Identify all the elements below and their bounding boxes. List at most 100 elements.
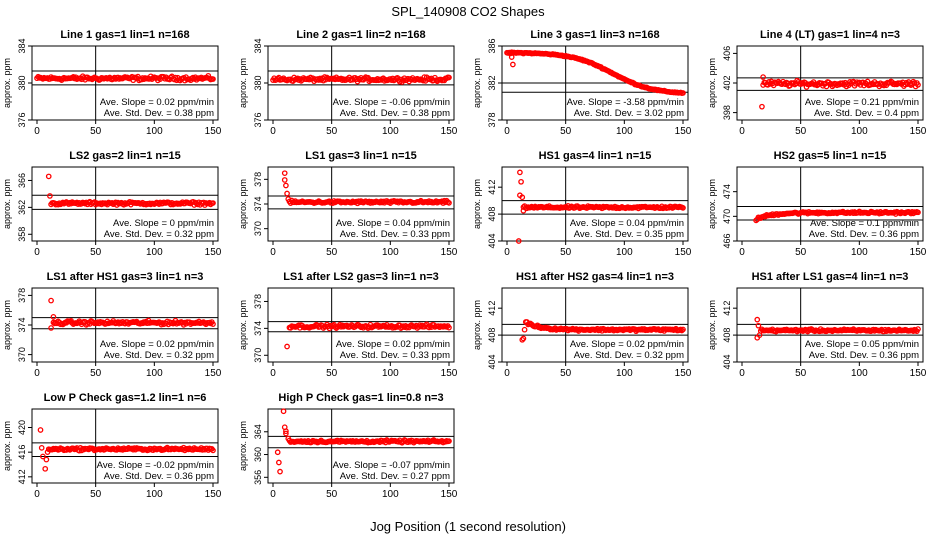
data-point bbox=[680, 90, 686, 96]
y-tick-label: 408 bbox=[487, 328, 497, 343]
x-tick-label: 150 bbox=[910, 368, 927, 379]
data-point bbox=[44, 449, 51, 456]
x-tick-label: 0 bbox=[270, 489, 276, 500]
data-point bbox=[210, 200, 216, 206]
y-axis-label: approx. ppm bbox=[472, 300, 482, 350]
x-tick-label: 50 bbox=[326, 489, 338, 500]
panel-title: Line 3 gas=1 lin=3 n=168 bbox=[530, 29, 659, 41]
y-tick-label: 408 bbox=[722, 328, 732, 343]
data-point bbox=[381, 78, 388, 84]
data-point bbox=[756, 332, 763, 338]
data-point bbox=[517, 169, 523, 176]
slope-annotation: Ave. Slope = 0.04 ppm/min bbox=[336, 218, 450, 229]
x-tick-label: 100 bbox=[616, 247, 633, 258]
slope-annotation: Ave. Slope = 0.02 ppm/min bbox=[100, 97, 214, 108]
data-point bbox=[519, 194, 526, 201]
std-annotation: Ave. Std. Dev. = 0.33 ppm bbox=[340, 229, 450, 240]
data-point bbox=[48, 297, 54, 304]
y-tick-label: 412 bbox=[487, 301, 497, 316]
y-tick-label: 380 bbox=[253, 75, 263, 90]
y-axis-label: approx. ppm bbox=[707, 179, 717, 229]
y-axis-label: approx. ppm bbox=[707, 300, 717, 350]
panel-title: Line 1 gas=1 lin=1 n=168 bbox=[60, 29, 189, 41]
y-axis-label: approx. ppm bbox=[2, 179, 12, 229]
y-tick-label: 378 bbox=[487, 112, 497, 127]
data-point bbox=[520, 207, 527, 214]
chart-panel-13: Low P Check gas=1.2 lin=1 n=6 412 416 420 0 5… bbox=[2, 392, 222, 500]
data-point bbox=[332, 324, 339, 330]
y-tick-label: 384 bbox=[253, 38, 263, 53]
slope-annotation: Ave. Slope = -0.07 ppm/min bbox=[333, 460, 450, 471]
y-tick-label: 376 bbox=[17, 112, 27, 127]
x-tick-label: 50 bbox=[560, 126, 572, 137]
data-point bbox=[520, 335, 527, 342]
x-tick-label: 0 bbox=[739, 368, 745, 379]
y-tick-label: 398 bbox=[722, 105, 732, 120]
panel-title: LS2 gas=2 lin=1 n=15 bbox=[69, 150, 181, 162]
x-tick-label: 0 bbox=[270, 368, 276, 379]
x-tick-label: 0 bbox=[34, 489, 40, 500]
y-axis-label: approx. ppm bbox=[472, 58, 482, 108]
data-point bbox=[48, 325, 54, 331]
x-tick-label: 50 bbox=[90, 368, 102, 379]
slope-annotation: Ave. Slope = 0.02 ppm/min bbox=[570, 339, 684, 350]
x-tick-label: 100 bbox=[382, 247, 399, 258]
data-point bbox=[283, 430, 289, 437]
chart-panel-9: LS1 after HS1 gas=3 lin=1 n=3 370 374 378 0 5… bbox=[2, 271, 222, 379]
data-point bbox=[507, 50, 514, 57]
x-tick-label: 150 bbox=[205, 489, 222, 500]
data-point bbox=[210, 321, 216, 327]
figure-title: SPL_140908 CO2 Shapes bbox=[391, 4, 545, 19]
data-point bbox=[915, 326, 921, 332]
x-tick-label: 150 bbox=[441, 489, 458, 500]
y-axis-label: approx. ppm bbox=[707, 58, 717, 108]
data-point bbox=[285, 435, 292, 442]
data-point bbox=[283, 428, 289, 435]
data-point bbox=[284, 343, 290, 350]
panel-title: LS1 gas=3 lin=1 n=15 bbox=[305, 150, 417, 162]
data-point bbox=[510, 61, 516, 68]
x-tick-label: 100 bbox=[146, 489, 163, 500]
x-tick-label: 100 bbox=[382, 368, 399, 379]
panel-title: HS1 after LS1 gas=4 lin=1 n=3 bbox=[752, 271, 909, 283]
data-point bbox=[518, 178, 524, 185]
data-point bbox=[40, 453, 46, 460]
data-point bbox=[446, 200, 452, 206]
x-tick-label: 0 bbox=[270, 126, 276, 137]
slope-annotation: Ave. Slope = 0 ppm/min bbox=[113, 218, 214, 229]
x-tick-label: 0 bbox=[739, 126, 745, 137]
x-tick-label: 0 bbox=[504, 247, 510, 258]
x-tick-label: 100 bbox=[146, 247, 163, 258]
panel-title: LS1 after HS1 gas=3 lin=1 n=3 bbox=[47, 271, 204, 283]
data-point bbox=[446, 324, 452, 331]
x-tick-label: 150 bbox=[441, 247, 458, 258]
x-tick-label: 150 bbox=[441, 368, 458, 379]
y-tick-label: 412 bbox=[722, 301, 732, 316]
y-tick-label: 412 bbox=[487, 180, 497, 195]
slope-annotation: Ave. Slope = 0.02 ppm/min bbox=[336, 339, 450, 350]
data-point bbox=[755, 322, 762, 329]
y-tick-label: 370 bbox=[17, 347, 27, 362]
panel-title: HS1 gas=4 lin=1 n=15 bbox=[539, 150, 652, 162]
y-tick-label: 408 bbox=[487, 207, 497, 222]
data-point bbox=[521, 326, 528, 333]
y-tick-label: 386 bbox=[487, 38, 497, 53]
x-tick-label: 50 bbox=[326, 368, 338, 379]
y-tick-label: 416 bbox=[17, 445, 27, 460]
panel-title: LS1 after LS2 gas=3 lin=1 n=3 bbox=[283, 271, 439, 283]
data-point bbox=[37, 427, 44, 433]
slope-annotation: Ave. Slope = 0.21 ppm/min bbox=[805, 97, 919, 108]
x-tick-label: 150 bbox=[910, 247, 927, 258]
std-annotation: Ave. Std. Dev. = 0.32 ppm bbox=[104, 229, 214, 240]
y-tick-label: 404 bbox=[722, 354, 732, 369]
y-tick-label: 466 bbox=[722, 233, 732, 248]
slope-annotation: Ave. Slope = -3.58 ppm/min bbox=[567, 97, 684, 108]
panel-title: HS2 gas=5 lin=1 n=15 bbox=[774, 150, 887, 162]
data-point bbox=[680, 205, 686, 211]
std-annotation: Ave. Std. Dev. = 0.27 ppm bbox=[340, 471, 450, 482]
slope-annotation: Ave. Slope = 0.04 ppm/min bbox=[570, 218, 684, 229]
data-point bbox=[84, 321, 91, 327]
y-tick-label: 378 bbox=[17, 288, 27, 303]
slope-annotation: Ave. Slope = 0.02 ppm/min bbox=[100, 339, 214, 350]
data-point bbox=[446, 438, 452, 445]
